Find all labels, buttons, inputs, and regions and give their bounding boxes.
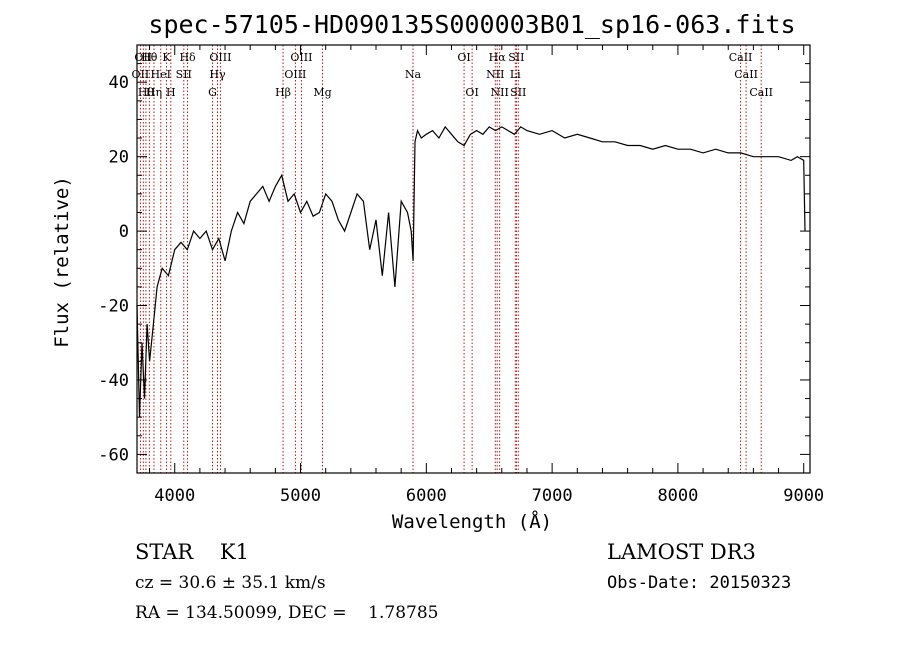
x-tick-label: 9000 [783, 486, 824, 506]
sky-coordinates: RA = 134.50099, DEC = 1.78785 [135, 603, 439, 623]
line-marker-label: Hδ [179, 51, 196, 64]
x-tick-label: 6000 [406, 486, 447, 506]
line-marker-label: Hθ [141, 51, 158, 64]
y-tick-label: -20 [98, 297, 129, 317]
line-marker-label: Li [510, 68, 521, 81]
line-marker-label: Hη [146, 86, 162, 99]
observation-date: Obs-Date: 20150323 [607, 573, 792, 593]
line-marker-label: HeI [151, 68, 171, 81]
y-tick-label: -60 [98, 445, 129, 465]
line-marker-label: Hγ [209, 68, 226, 81]
x-tick-label: 5000 [280, 486, 321, 506]
line-marker-label: Na [405, 68, 422, 81]
line-marker-label: OII [134, 51, 152, 64]
chart-title: spec-57105-HD090135S000003B01_sp16-063.f… [148, 10, 795, 39]
line-marker-label: SII [510, 86, 526, 99]
y-tick-label: 40 [109, 73, 129, 93]
x-tick-label: 4000 [154, 486, 195, 506]
line-marker-label: NII [491, 86, 509, 99]
x-axis-ticks: 4000 5000 6000 7000 8000 9000 [149, 45, 824, 506]
line-marker-label: SII [508, 51, 524, 64]
line-marker-label: OI [465, 86, 478, 99]
line-marker-label: SII [176, 68, 192, 81]
line-marker-label: Hβ [275, 86, 291, 99]
line-marker-label: OIII [290, 51, 312, 64]
spectrum-line [136, 125, 806, 418]
line-marker-label: OIII [209, 51, 231, 64]
x-tick-label: 8000 [657, 486, 698, 506]
line-marker-labels: OIIOIIHθHθHηHeIKHSIIHδGHγOIIIHβOIIIOIIIM… [132, 51, 773, 99]
y-axis-label: Flux (relative) [51, 176, 73, 348]
line-marker-label: G [208, 86, 217, 99]
line-marker-label: CaII [749, 86, 773, 99]
y-tick-label: 0 [119, 222, 129, 242]
plot-frame [136, 44, 811, 474]
line-marker-label: CaII [734, 68, 758, 81]
line-marker-label: NII [486, 68, 504, 81]
x-axis-label: Wavelength (Å) [392, 510, 552, 533]
y-tick-label: -40 [98, 371, 129, 391]
line-marker-label: Mg [313, 86, 331, 99]
y-axis-ticks: -60 -40 -20 0 20 40 [98, 63, 810, 465]
y-tick-label: 20 [109, 148, 129, 168]
redshift-velocity: cz = 30.6 ± 35.1 km/s [135, 573, 326, 593]
survey-name: LAMOST DR3 [607, 540, 756, 564]
line-marker-label: K [162, 51, 171, 64]
line-marker-label: Hθ [138, 86, 155, 99]
line-marker-label: OII [132, 68, 150, 81]
line-marker-label: Hα [489, 51, 507, 64]
line-marker-label: CaII [729, 51, 753, 64]
object-class: STAR K1 [135, 540, 249, 564]
x-tick-label: 7000 [532, 486, 573, 506]
line-marker-label: OI [457, 51, 470, 64]
line-marker-label: H [166, 86, 176, 99]
line-marker-label: OIII [284, 68, 306, 81]
line-markers [139, 45, 762, 473]
